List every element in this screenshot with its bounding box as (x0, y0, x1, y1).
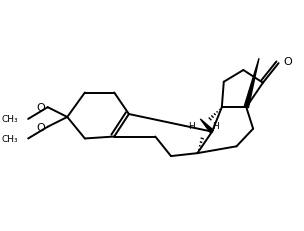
Polygon shape (244, 59, 259, 108)
Text: CH₃: CH₃ (2, 115, 18, 124)
Text: O: O (283, 57, 292, 67)
Polygon shape (200, 119, 213, 133)
Text: H: H (188, 121, 195, 130)
Text: O: O (36, 103, 45, 113)
Text: O: O (36, 122, 45, 132)
Text: CH₃: CH₃ (2, 134, 18, 143)
Text: H: H (212, 121, 219, 130)
